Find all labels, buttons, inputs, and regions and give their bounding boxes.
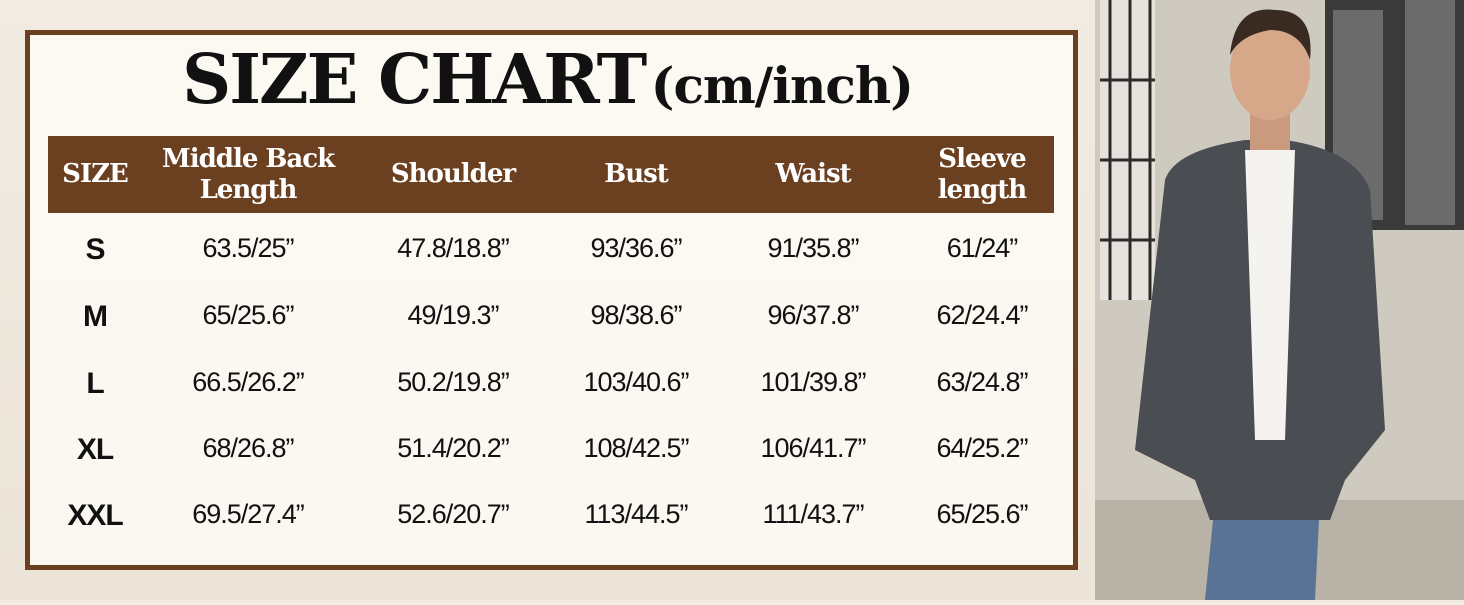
column-header: Middle Back Length [161, 143, 335, 205]
measurement-cell: 63.5/25” [202, 233, 294, 263]
page-title: SIZE CHART (cm/inch) [0, 40, 1095, 120]
table-row: XXL 69.5/27.4” 52.6/20.7” 113/44.5” 111/43.7… [0, 499, 1095, 539]
title-unit: (cm/inch) [650, 56, 914, 115]
measurement-cell: 103/40.6” [583, 367, 689, 397]
measurement-cell: 62/24.4” [936, 300, 1028, 330]
table-row: S 63.5/25” 47.8/18.8” 93/36.6” 91/35.8” 61/24… [0, 233, 1095, 273]
chart-frame [25, 30, 1078, 570]
measurement-cell: 68/26.8” [202, 433, 294, 463]
measurement-cell: 66.5/26.2” [192, 367, 305, 397]
measurement-cell: 106/41.7” [760, 433, 866, 463]
size-label: L [86, 367, 104, 400]
table-row: L 66.5/26.2” 50.2/19.8” 103/40.6” 101/39.8” 6… [0, 367, 1095, 407]
column-header: Bust [604, 159, 669, 189]
measurement-cell: 50.2/19.8” [397, 367, 510, 397]
size-label: M [83, 300, 108, 333]
model-photo [1095, 0, 1464, 600]
model-photo-illustration [1095, 0, 1464, 600]
title-main: SIZE CHART [182, 40, 647, 120]
column-header: Waist [775, 159, 851, 189]
measurement-cell: 49/19.3” [407, 300, 499, 330]
measurement-cell: 96/37.8” [767, 300, 859, 330]
measurement-cell: 64/25.2” [936, 433, 1028, 463]
measurement-cell: 65/25.6” [202, 300, 294, 330]
measurement-cell: 113/44.5” [584, 499, 688, 529]
column-header: SIZE [62, 159, 129, 189]
size-label: XXL [67, 499, 123, 532]
measurement-cell: 101/39.8” [760, 367, 866, 397]
column-header: Shoulder [390, 159, 516, 189]
table-row: XL 68/26.8” 51.4/20.2” 108/42.5” 106/41.7” 64… [0, 433, 1095, 473]
measurement-cell: 69.5/27.4” [192, 499, 305, 529]
table-row: M 65/25.6” 49/19.3” 98/38.6” 96/37.8” 62/24.4… [0, 300, 1095, 340]
measurement-cell: 65/25.6” [936, 499, 1028, 529]
measurement-cell: 47.8/18.8” [397, 233, 510, 263]
measurement-cell: 51.4/20.2” [397, 433, 510, 463]
measurement-cell: 108/42.5” [583, 433, 689, 463]
measurement-cell: 63/24.8” [936, 367, 1028, 397]
table-header: SIZE Middle Back Length Shoulder Bust Waist S… [48, 136, 1054, 213]
size-label: S [85, 233, 105, 266]
measurement-cell: 98/38.6” [590, 300, 682, 330]
measurement-cell: 91/35.8” [767, 233, 859, 263]
size-label: XL [76, 433, 114, 466]
column-header: Sleeve length [937, 143, 1027, 205]
measurement-cell: 111/43.7” [762, 499, 864, 529]
measurement-cell: 93/36.6” [590, 233, 682, 263]
measurement-cell: 61/24” [946, 233, 1019, 263]
measurement-cell: 52.6/20.7” [397, 499, 510, 529]
